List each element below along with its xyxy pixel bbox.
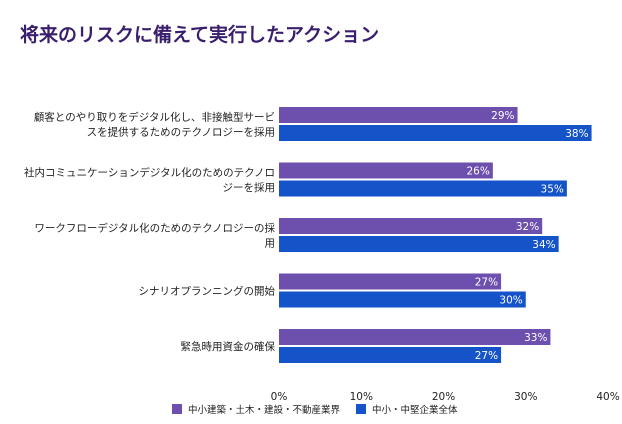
bar-value-label: 35% [541,184,564,196]
category-label: 緊急時用資金の確保 [181,340,276,353]
x-tick-label: 20% [432,391,455,403]
legend-swatch [172,404,182,414]
bar-value-label: 27% [475,277,498,289]
bar [279,291,526,308]
category-label: 用 [265,238,276,250]
bar-value-label: 34% [532,239,555,251]
category-label: スを提供するためのテクノロジーを採用 [87,126,275,139]
bar [279,218,543,234]
x-tick-label: 40% [596,391,619,403]
bar-value-label: 29% [491,110,514,122]
bar [279,125,592,141]
x-tick-label: 10% [350,391,373,403]
bar [279,107,518,123]
bar-value-label: 33% [524,332,547,344]
bar-value-label: 26% [467,166,490,178]
bar [279,347,502,363]
bar-value-label: 38% [565,128,588,140]
bar [279,180,567,197]
bar-value-label: 27% [475,350,498,362]
legend-label: 中小建築・土木・建設・不動産業界 [188,404,341,416]
legend-label: 中小・中堅企業全体 [372,404,458,416]
category-label: ジーを採用 [223,181,276,194]
x-tick-label: 0% [271,391,288,403]
bar [279,162,493,179]
chart-title: 将来のリスクに備えて実行したアクション [20,24,380,46]
bar-value-label: 32% [516,221,539,233]
bar [279,273,502,290]
bar-value-label: 30% [499,295,522,307]
category-label: シナリオプランニングの開始 [139,285,276,298]
bar [279,236,559,252]
category-label: 社内コミュニケーションデジタル化のためのテクノロ [24,166,275,179]
bar [279,329,551,345]
x-tick-label: 30% [514,391,537,403]
category-label: ワークフローデジタル化のためのテクノロジーの採 [34,222,275,235]
category-label: 顧客とのやり取りをデジタル化し、非接触型サービ [34,111,275,124]
legend-swatch [356,404,366,414]
